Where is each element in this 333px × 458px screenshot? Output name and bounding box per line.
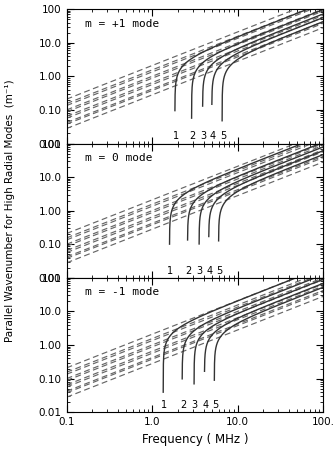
Text: 1: 1 [172,131,179,142]
Text: 3: 3 [200,131,206,142]
Text: 2: 2 [185,266,191,276]
Text: 2: 2 [180,400,186,410]
Text: 4: 4 [202,400,208,410]
Text: 5: 5 [212,400,218,410]
Text: 1: 1 [161,400,167,410]
Text: 5: 5 [216,266,222,276]
Text: m = 0 mode: m = 0 mode [85,153,152,163]
Text: 3: 3 [192,400,198,410]
Text: m = +1 mode: m = +1 mode [85,19,159,28]
Text: Parallel Wavenumber for High Radial Modes  (m⁻¹): Parallel Wavenumber for High Radial Mode… [5,79,15,342]
Text: 4: 4 [206,266,212,276]
Text: 1: 1 [167,266,173,276]
Text: m = -1 mode: m = -1 mode [85,287,159,297]
Text: 2: 2 [189,131,195,142]
Text: 5: 5 [220,131,226,142]
Text: 4: 4 [209,131,215,142]
Text: 3: 3 [197,266,203,276]
X-axis label: Frequency ( MHz ): Frequency ( MHz ) [142,433,248,446]
